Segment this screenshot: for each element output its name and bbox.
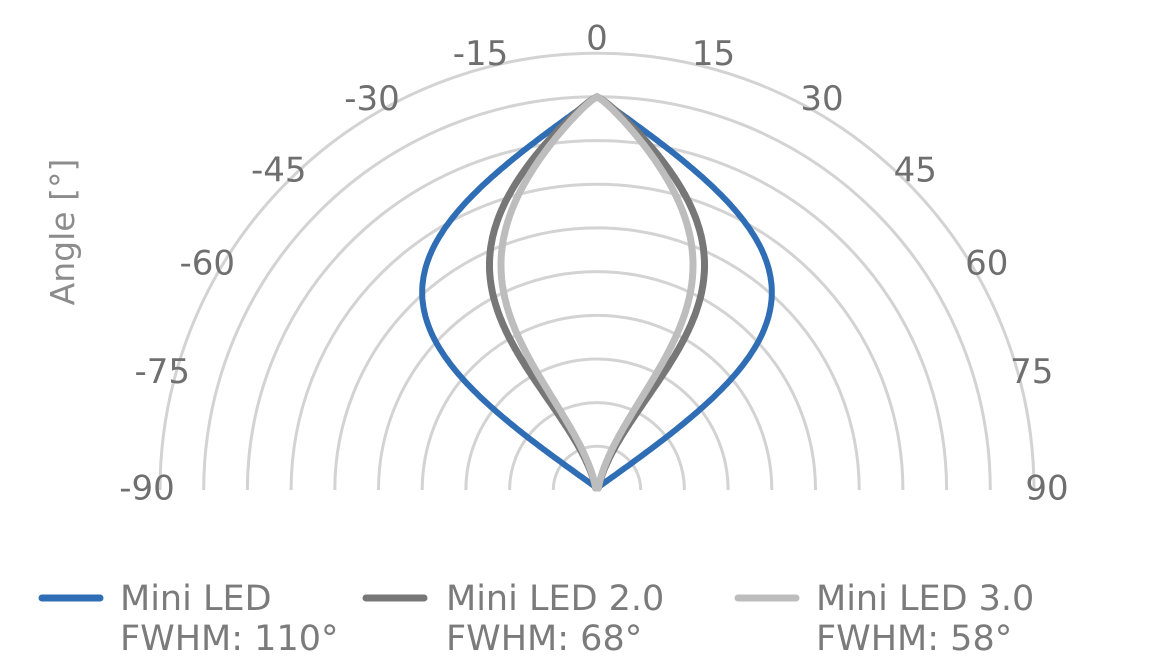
grid-ring-10	[158, 51, 1036, 491]
angle-tick-45: 45	[894, 150, 937, 190]
grid-ring-4	[420, 313, 774, 491]
angle-tick-minus-75: -75	[135, 352, 191, 392]
angle-tick-90: 90	[1025, 469, 1068, 509]
legend-series-3-fwhm: FWHM: 58°	[816, 619, 1012, 659]
tick-layer: -90 -75 -60 -45 -30 -15 0 15 30 45 60 75 90	[119, 19, 1068, 509]
series-1-line	[419, 93, 775, 491]
grid-ring-5	[377, 270, 817, 491]
angle-tick-30: 30	[800, 79, 843, 119]
legend-series-2-name: Mini LED 2.0	[446, 579, 664, 619]
series-layer	[419, 93, 775, 492]
angle-tick-15: 15	[692, 34, 735, 74]
grid-ring-1	[551, 444, 643, 491]
grid-ring-6	[333, 226, 861, 491]
angle-tick-minus-60: -60	[180, 244, 236, 284]
angle-tick-minus-45: -45	[251, 150, 307, 190]
legend-series-1-fwhm: FWHM: 110°	[120, 619, 338, 659]
angle-tick-minus-15: -15	[453, 34, 509, 74]
angle-tick-minus-30: -30	[344, 79, 400, 119]
grid-ring-2	[508, 401, 686, 491]
legend-series-3-name: Mini LED 3.0	[816, 579, 1034, 619]
grid-ring-7	[289, 182, 905, 491]
angle-tick-75: 75	[1010, 352, 1053, 392]
y-axis-label: Angle [°]	[43, 159, 82, 306]
series-3-line	[497, 93, 697, 492]
grid-ring-8	[245, 138, 949, 491]
legend-series-1-name: Mini LED	[120, 579, 272, 619]
angle-tick-minus-90: -90	[119, 469, 175, 509]
legend-series-2-fwhm: FWHM: 68°	[446, 619, 642, 659]
angle-tick-0: 0	[586, 19, 608, 59]
angle-tick-60: 60	[965, 244, 1008, 284]
grid-ring-9	[202, 95, 992, 491]
grid-ring-3	[464, 357, 730, 491]
grid-layer	[158, 51, 1036, 491]
